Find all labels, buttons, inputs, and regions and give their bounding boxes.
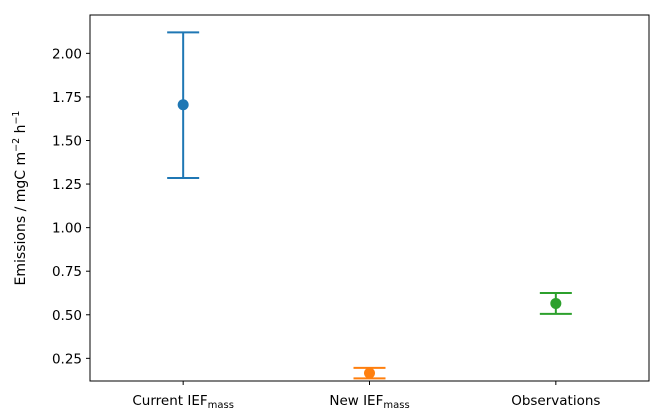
y-axis-ticks: 0.25 0.50 0.75 1.00 1.25 1.50 1.75 2.00 [52, 46, 90, 367]
error-bar-marks [167, 31, 572, 380]
y-tick-label: 1.25 [52, 177, 82, 193]
data-point [550, 297, 562, 309]
y-tick-label: 1.75 [52, 90, 82, 106]
y-tick-label: 1.50 [52, 133, 82, 149]
x-tick-label: New IEFmass [329, 393, 409, 410]
y-tick-label: 1.00 [52, 221, 82, 237]
data-point [364, 367, 375, 379]
x-axis-ticks: Current IEFmass New IEFmass Observations [132, 381, 600, 410]
x-tick-label: Observations [511, 393, 600, 409]
y-tick-label: 0.75 [52, 264, 82, 280]
y-axis-label: Emissions / mgC m−2 h−1 [11, 111, 29, 286]
y-tick-label: 0.50 [52, 308, 82, 324]
plot-frame [89, 14, 650, 382]
y-tick-label: 2.00 [52, 46, 82, 62]
x-tick-label: Current IEFmass [132, 393, 234, 410]
data-point [177, 99, 189, 111]
y-tick-label: 0.25 [52, 351, 82, 367]
